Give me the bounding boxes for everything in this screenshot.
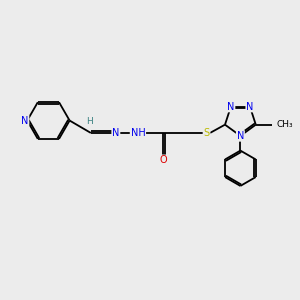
- Text: N: N: [246, 102, 254, 112]
- Text: O: O: [159, 155, 167, 165]
- Text: N: N: [237, 131, 244, 141]
- Text: CH₃: CH₃: [276, 120, 293, 129]
- Text: NH: NH: [130, 128, 145, 138]
- Text: N: N: [21, 116, 28, 126]
- Text: H: H: [86, 117, 93, 126]
- Text: S: S: [203, 128, 210, 138]
- Text: N: N: [227, 102, 235, 112]
- Text: N: N: [112, 128, 119, 138]
